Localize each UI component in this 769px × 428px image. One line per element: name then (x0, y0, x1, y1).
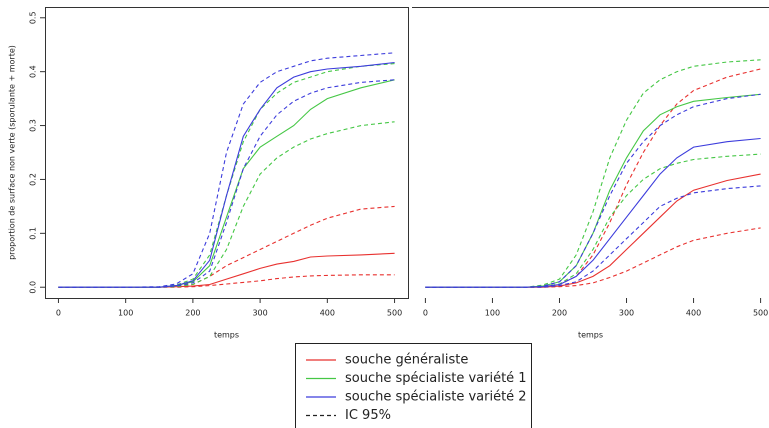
x-tick-label: 500 (387, 309, 402, 318)
x-tick-label: 0 (56, 309, 61, 318)
x-tick-label: 400 (686, 309, 701, 318)
series-line (58, 79, 395, 288)
ci-line (58, 79, 395, 288)
series-line (425, 137, 761, 288)
legend: souche généraliste souche spécialiste var… (295, 343, 532, 428)
y-tick-label: 0.0 (29, 281, 38, 294)
x-axis-label: temps (214, 331, 239, 340)
x-tick-label: 100 (118, 309, 133, 318)
x-tick-label: 400 (320, 309, 335, 318)
x-tick-label: 100 (485, 309, 500, 318)
ci-line (425, 68, 761, 288)
plot-frame (45, 7, 409, 299)
legend-label: souche spécialiste variété 2 (345, 390, 527, 405)
ci-line (425, 227, 761, 288)
x-tick-label: 500 (753, 309, 768, 318)
y-tick-label: 0.2 (29, 173, 38, 186)
x-tick-label: 300 (252, 309, 267, 318)
y-tick-label: 0.3 (29, 119, 38, 132)
series-line (58, 252, 395, 288)
legend-label: IC 95% (345, 408, 391, 423)
ci-line (58, 63, 395, 288)
y-tick-label: 0.1 (29, 227, 38, 240)
x-tick-label: 200 (552, 309, 567, 318)
ci-line (58, 52, 395, 288)
x-tick-label: 200 (185, 309, 200, 318)
ci-line (58, 274, 395, 288)
ci-line (425, 153, 761, 288)
series-line (58, 61, 395, 288)
y-tick-label: 0.5 (29, 11, 38, 24)
x-tick-label: 0 (423, 309, 428, 318)
ci-line (425, 59, 761, 288)
y-axis-label: proportion de surface non verte (sporula… (8, 45, 17, 260)
y-tick-label: 0.4 (29, 65, 38, 78)
ci-line (58, 121, 395, 288)
legend-box (295, 343, 532, 428)
legend-label: souche généraliste (345, 353, 468, 368)
x-axis-label: temps (578, 331, 603, 340)
x-tick-label: 300 (619, 309, 634, 318)
legend-label: souche spécialiste variété 1 (345, 371, 527, 386)
